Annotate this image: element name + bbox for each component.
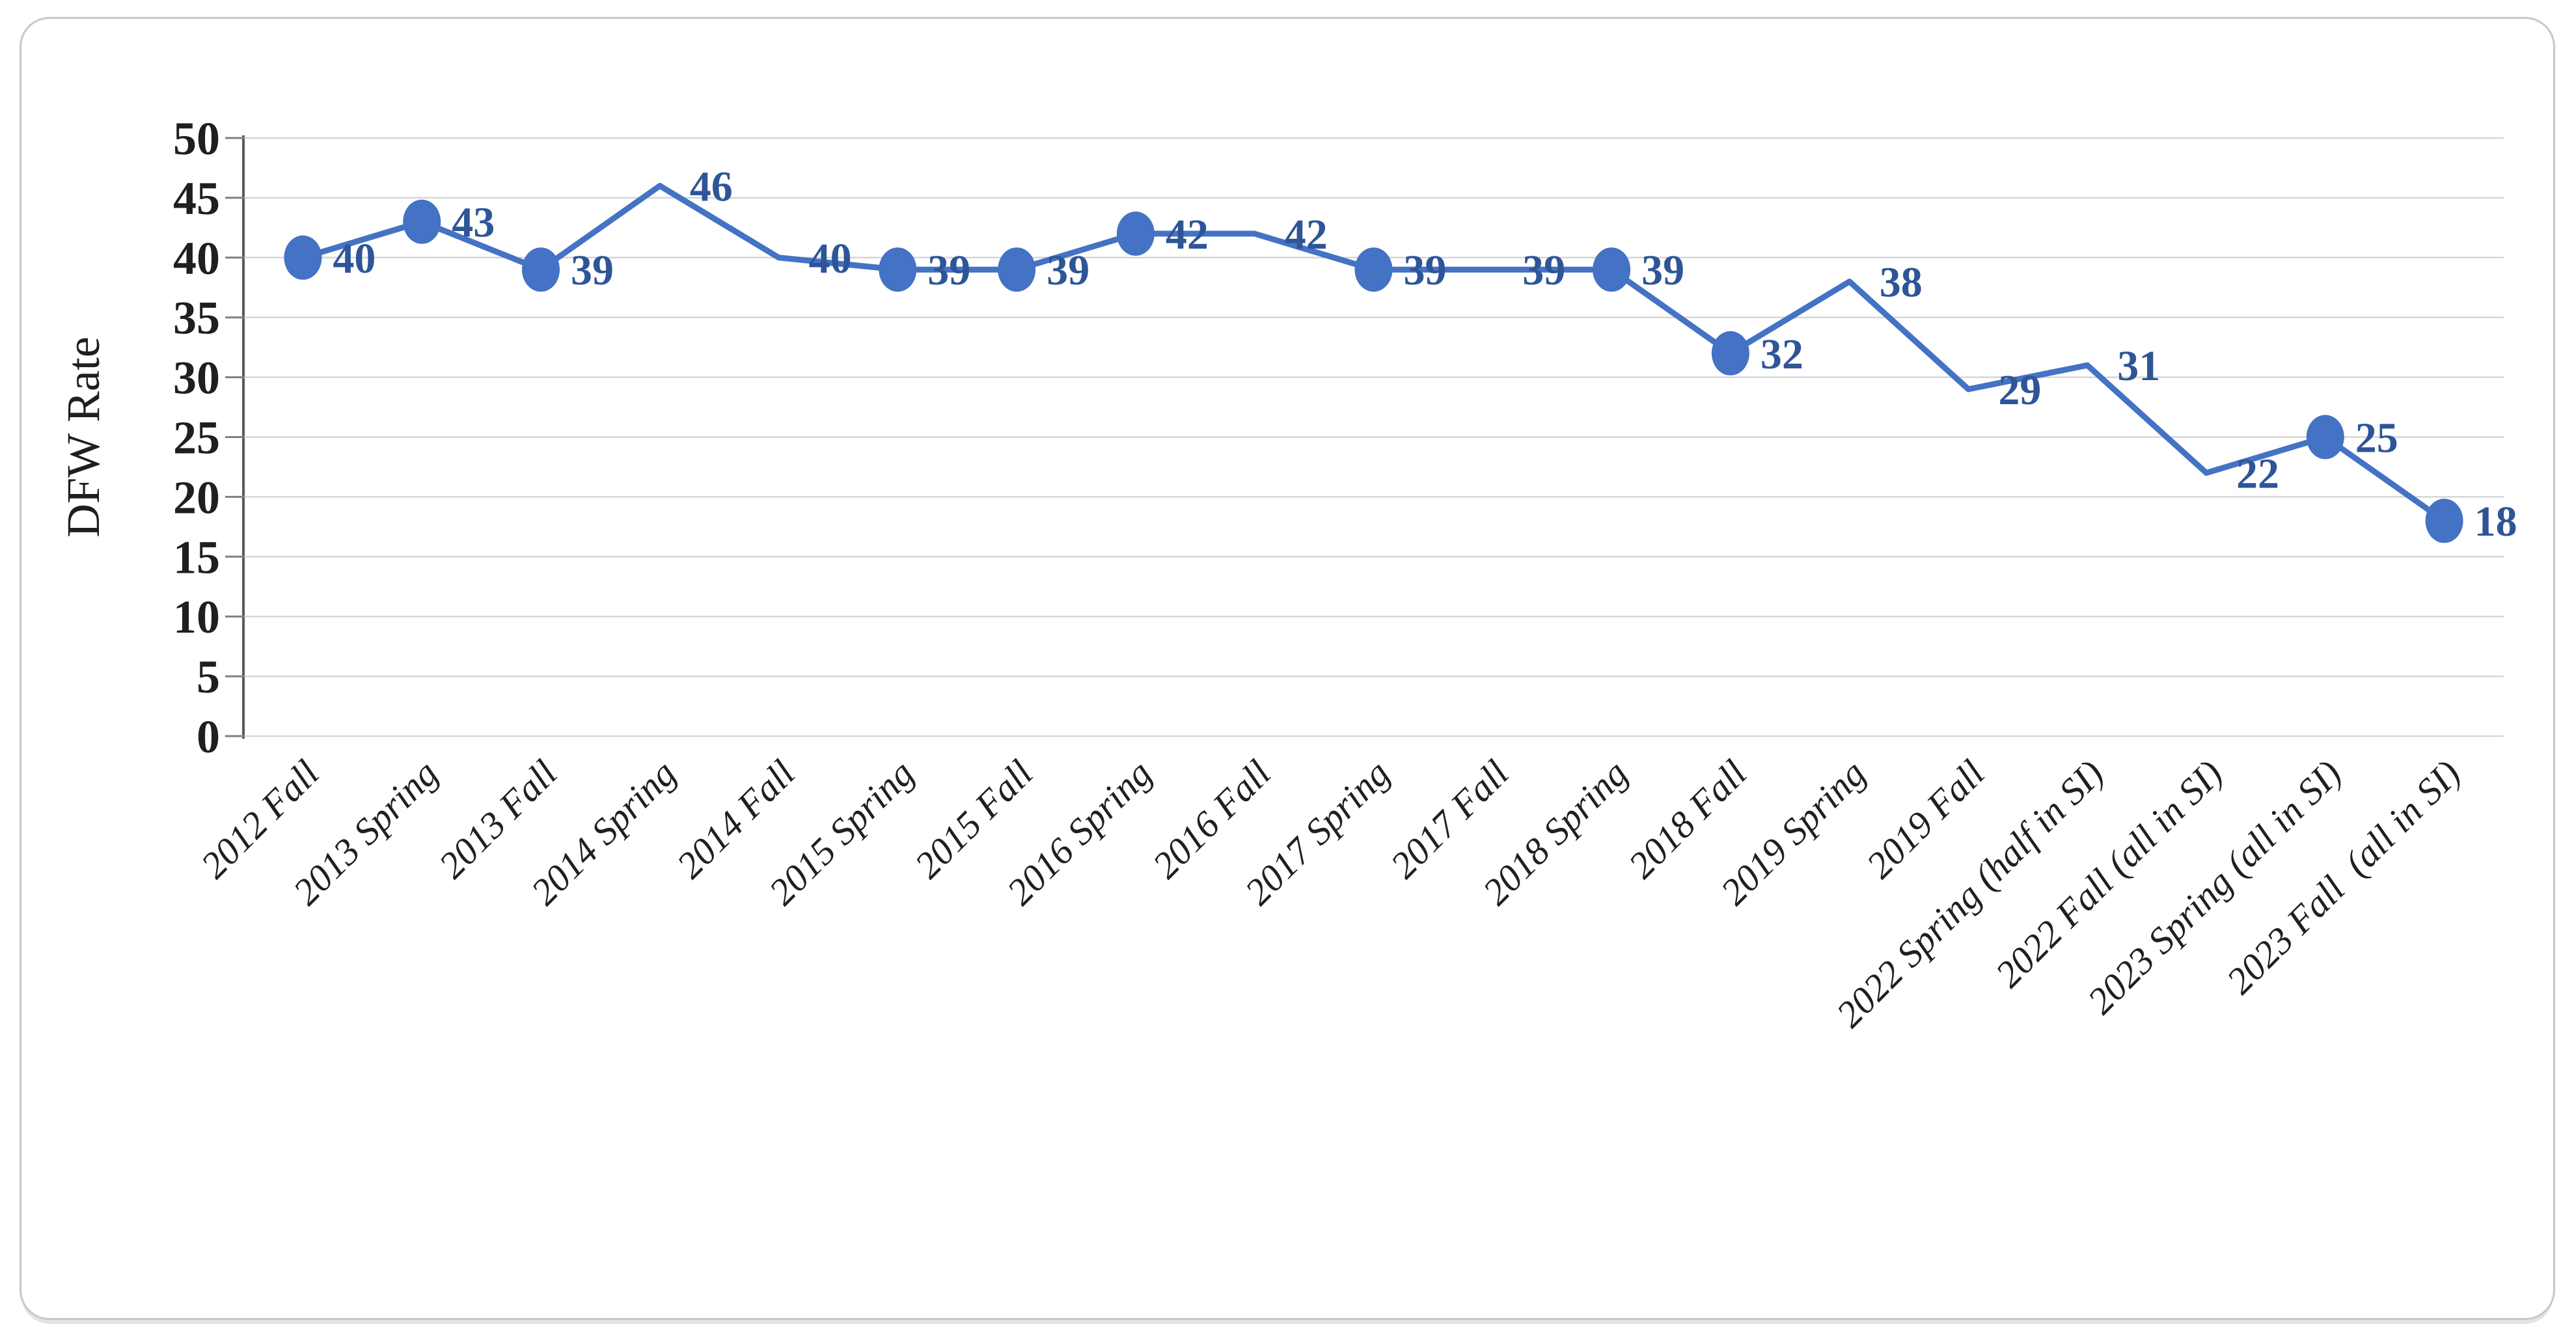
y-tick-label: 0 (197, 711, 220, 763)
data-point-label: 46 (690, 163, 733, 211)
y-tick-label: 45 (173, 172, 220, 225)
data-point-label: 39 (1522, 247, 1565, 294)
data-point-label: 22 (2236, 450, 2279, 498)
y-tick-label: 5 (197, 651, 220, 703)
data-point-marker (998, 247, 1036, 292)
data-point-marker (1593, 247, 1631, 292)
y-tick-label: 10 (173, 591, 220, 643)
data-point-label: 31 (2117, 342, 2160, 390)
data-point-label: 43 (452, 199, 495, 247)
chart-frame (20, 17, 2555, 1320)
y-tick-label: 30 (173, 352, 220, 404)
data-point-label: 32 (1761, 331, 1803, 378)
data-point-label: 39 (927, 247, 970, 294)
y-tick-label: 40 (173, 232, 220, 284)
y-tick-label: 35 (173, 292, 220, 344)
data-point-label: 42 (1166, 211, 1209, 258)
data-point-label: 29 (1998, 366, 2041, 414)
data-point-marker (1711, 331, 1749, 376)
data-point-label: 39 (1404, 247, 1447, 294)
data-point-marker (2306, 415, 2344, 460)
data-point-marker (879, 247, 917, 292)
y-tick-label: 50 (173, 113, 220, 165)
data-point-label: 38 (1880, 259, 1923, 307)
data-point-label: 39 (1641, 247, 1684, 294)
data-point-label: 25 (2355, 415, 2398, 462)
data-point-marker (2425, 499, 2463, 543)
data-point-marker (1116, 212, 1155, 256)
x-tick-label: 2023 Fall (all in SI) (2219, 752, 2469, 1002)
y-tick-label: 25 (173, 412, 220, 464)
data-point-label: 40 (809, 235, 852, 282)
data-point-label: 42 (1285, 211, 1328, 258)
y-tick-label: 20 (173, 471, 220, 523)
data-point-label: 39 (1047, 247, 1089, 294)
data-point-marker (1354, 247, 1393, 292)
x-tick-label: 2022 Fall (all in SI) (1987, 752, 2230, 995)
data-point-marker (284, 235, 322, 280)
y-axis-title: DFW Rate (57, 336, 109, 538)
data-point-marker (522, 247, 560, 292)
y-tick-label: 15 (173, 531, 220, 583)
data-point-label: 39 (571, 247, 614, 294)
data-point-label: 18 (2474, 498, 2517, 545)
data-point-label: 40 (333, 235, 376, 282)
data-point-marker (403, 199, 441, 244)
